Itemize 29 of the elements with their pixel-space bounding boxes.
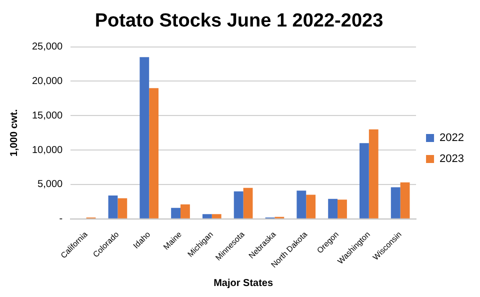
bar <box>149 88 159 218</box>
y-axis-title: 1,000 cwt. <box>8 109 20 156</box>
y-tick-label: 25,000 <box>32 42 64 53</box>
bar <box>202 214 212 218</box>
bar <box>180 204 190 218</box>
x-axis-title: Major States <box>214 278 274 289</box>
bar <box>296 190 306 218</box>
bar <box>234 191 244 218</box>
bar <box>140 57 150 218</box>
y-tick-label: 5,000 <box>38 179 64 190</box>
bar <box>368 129 378 218</box>
bar <box>360 143 369 218</box>
legend-label: 2023 <box>440 153 464 166</box>
y-tick-label: 20,000 <box>32 76 64 87</box>
y-tick-label: - <box>59 214 63 225</box>
bar <box>108 195 118 218</box>
bar <box>328 198 338 218</box>
legend-label: 2022 <box>440 132 464 144</box>
bar <box>338 200 347 218</box>
bar <box>306 194 316 218</box>
bar <box>171 208 180 218</box>
bar <box>212 214 222 218</box>
y-tick-label: 10,000 <box>32 144 64 156</box>
bar <box>400 182 410 218</box>
bar <box>243 188 253 218</box>
bar <box>390 187 400 218</box>
y-tick-label: 15,000 <box>32 110 64 122</box>
chart-title: Potato Stocks June 1 2022-2023 <box>94 10 384 32</box>
bar <box>118 198 128 218</box>
